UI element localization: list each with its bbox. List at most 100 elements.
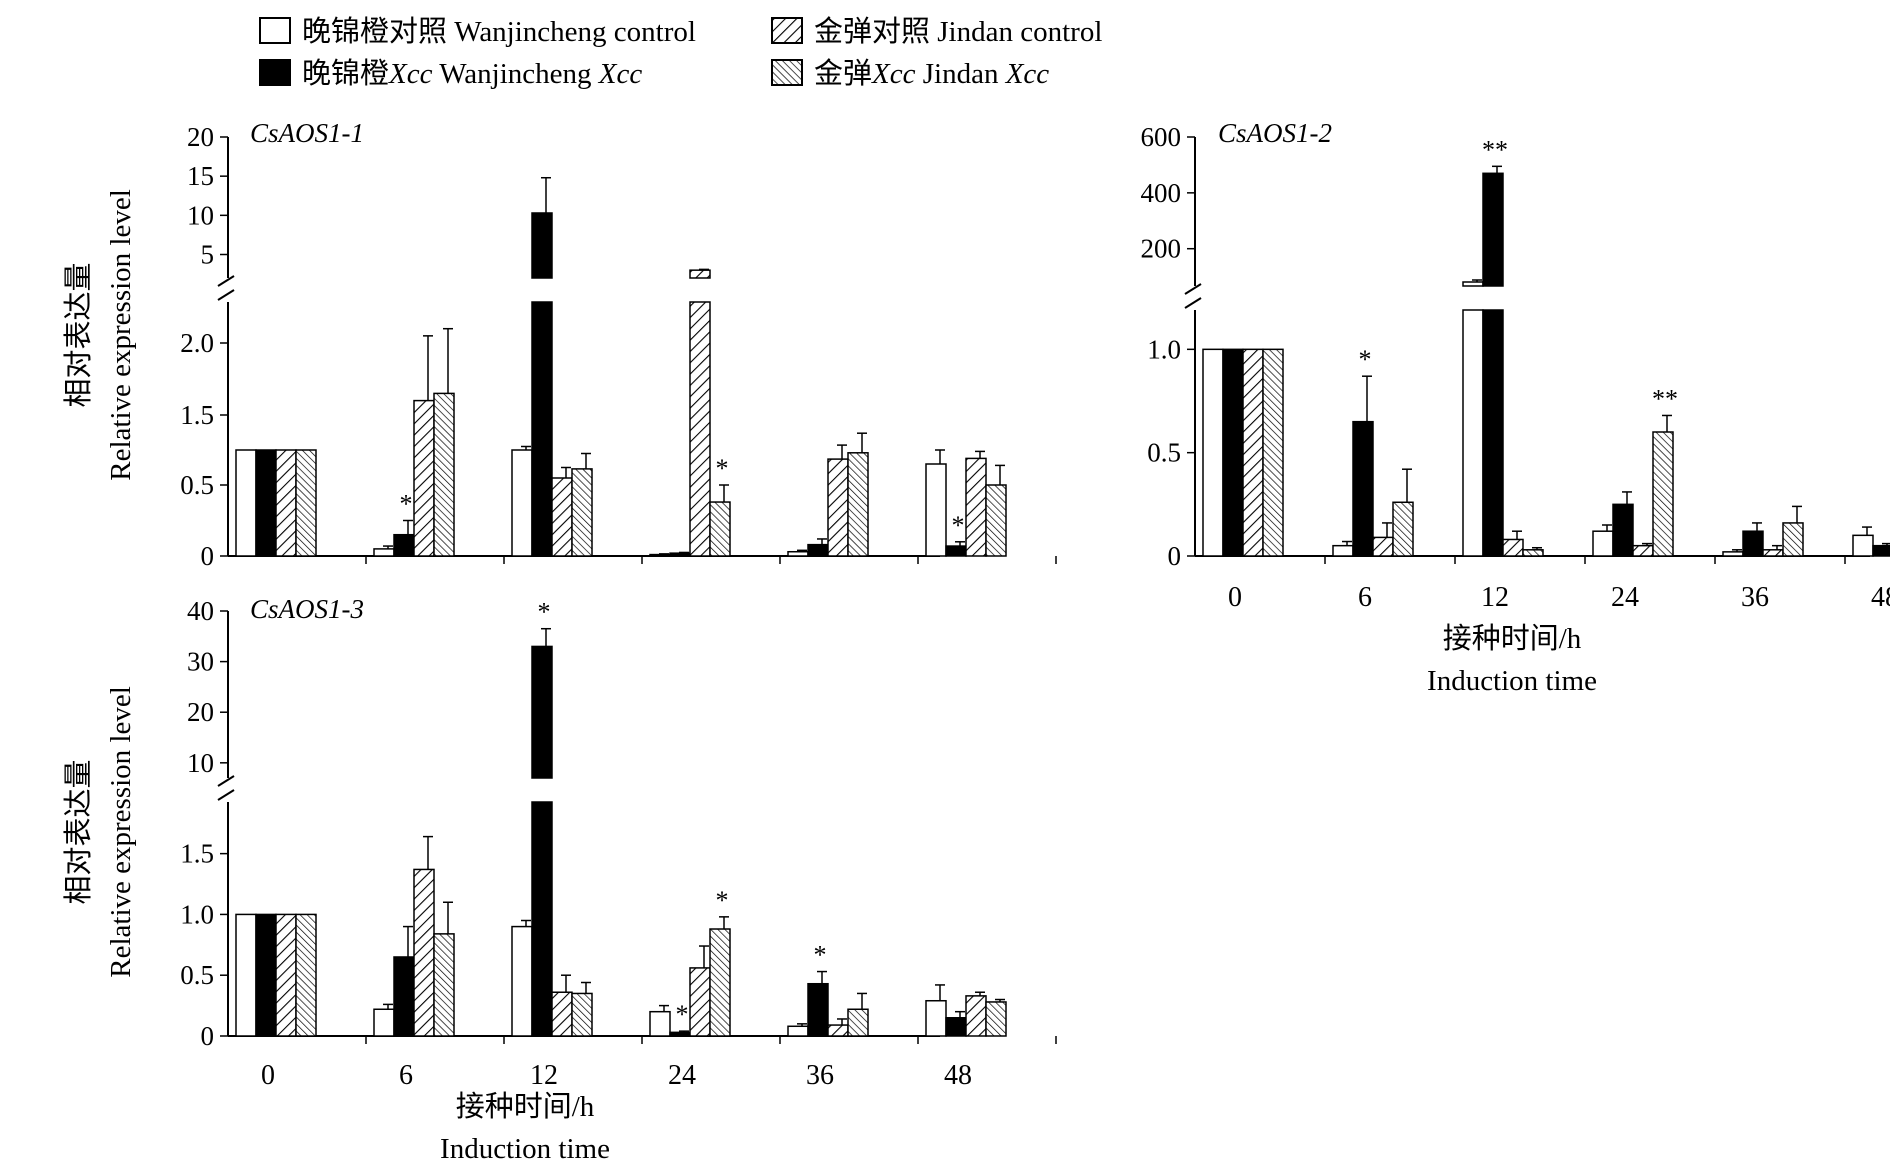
panel-title: CsAOS1-1 [250,118,364,148]
y-tick-label: 20 [187,122,214,152]
bar [689,269,711,279]
y-tick-label: 10 [187,200,214,230]
legend-label-en: Jindan [923,58,999,90]
x-tick-label: 36 [806,1060,834,1091]
svg-text:晚锦橙Xcc Wanjincheng Xcc: 晚锦橙Xcc Wanjincheng Xcc [302,57,642,90]
bar [787,550,809,557]
y-tick-label: 1.0 [180,899,214,929]
significance-mark: * [952,511,965,540]
ylabel-cn: 相对表达量 [62,262,95,407]
x-tick-label: 12 [1481,582,1509,613]
bar [925,999,947,1037]
y-tick-label: 30 [187,647,214,677]
y-tick-label: 200 [1141,234,1182,264]
bar [925,463,947,557]
bar [945,545,967,557]
legend-swatch-white [259,17,291,44]
bar [1522,549,1544,557]
y-tick-label: 0 [1168,541,1182,571]
y-tick-label: 1.0 [1147,334,1181,364]
bar [1352,420,1374,557]
bar [275,913,297,1037]
bar [393,956,415,1037]
bar [1872,544,1890,557]
bar [1502,538,1524,557]
significance-mark: * [676,1000,689,1029]
bar [1332,544,1354,557]
legend-label-en-italic: Xcc [1005,58,1050,90]
axis-break-mark [1184,283,1202,295]
bar [1462,309,1484,557]
svg-text:金弹Xcc Jindan Xcc: 金弹Xcc Jindan Xcc [814,57,1049,90]
y-tick-label: 0.5 [180,470,214,500]
bar [1372,536,1394,557]
legend-label-italic: Xcc [871,58,916,90]
chart-panel-1: CsAOS1-1 0 0.5 1.5 2.0 5 10 15 20 * * * [180,118,1057,571]
x-tick-label: 36 [1741,582,1769,613]
bar [571,992,593,1037]
panel-title: CsAOS1-3 [250,594,364,624]
legend-label-en-italic: Xcc [598,58,643,90]
x-tick-label: 24 [1611,582,1639,613]
chart-panel-3: CsAOS1-3 0 0.5 1.0 1.5 10 20 30 40 0 6 12 24 36 48 * * * * [180,594,1057,1091]
significance-mark: * [538,598,551,627]
y-tick-label: 10 [187,748,214,778]
bar [1482,309,1504,557]
xlabel-panel-3: 接种时间/h Induction time [440,1090,610,1165]
axis-break-mark [217,775,235,787]
svg-text:金弹对照 Jindan control: 金弹对照 Jindan control [814,15,1102,48]
bar [531,645,553,779]
bar [551,991,573,1037]
legend-label-cn: 金弹 [814,57,872,90]
ylabel-cn: 相对表达量 [62,759,95,904]
bar [669,1031,691,1037]
bar [1242,348,1264,557]
bar [985,484,1007,557]
significance-mark: ** [1652,384,1678,413]
bar [1722,551,1744,557]
bar [1592,530,1614,557]
y-tick-label: 15 [187,161,214,191]
ylabel-panel-3: 相对表达量 Relative expression level [62,686,137,978]
legend-label-cn: 晚锦橙 [302,57,389,90]
significance-mark: * [814,941,827,970]
bar [1632,544,1654,557]
bar [433,392,455,557]
significance-mark: ** [1482,135,1508,164]
bar [393,533,415,557]
bar [1482,172,1504,287]
xlabel-cn: 接种时间/h [456,1090,595,1123]
legend-label-en: Wanjincheng [439,58,591,90]
y-tick-label: 40 [187,596,214,626]
bar [1262,348,1284,557]
xlabel-en: Induction time [1427,665,1597,697]
bar [1652,431,1674,557]
bar [709,501,731,557]
chart-panel-2: CsAOS1-200.51.02004006000612243648***** [1141,118,1890,613]
y-tick-label: 5 [201,240,215,270]
legend-label-italic: Xcc [388,58,433,90]
x-tick-label: 12 [530,1060,558,1091]
bar [965,457,987,557]
ylabel-en: Relative expression level [105,686,137,978]
bar [689,301,711,557]
x-tick-label: 24 [668,1060,696,1091]
ylabel-en: Relative expression level [105,189,137,481]
bar [649,553,671,557]
xlabel-panel-2: 接种时间/h Induction time [1427,622,1597,697]
xlabel-en: Induction time [440,1133,610,1165]
y-tick-label: 2.0 [180,328,214,358]
bar [511,925,533,1037]
xlabel-cn: 接种时间/h [1443,622,1582,655]
significance-mark: * [716,886,729,915]
bar [1392,501,1414,557]
panels: CsAOS1-100.51.52.05101520***CsAOS1-200.5… [180,118,1890,1091]
y-tick-label: 600 [1141,122,1182,152]
bar [511,449,533,557]
x-tick-label: 48 [1871,582,1890,613]
bar [847,1008,869,1037]
bar [689,967,711,1037]
bar [827,458,849,557]
bar [531,801,553,1037]
legend-swatch-hatch-wide [771,17,803,44]
